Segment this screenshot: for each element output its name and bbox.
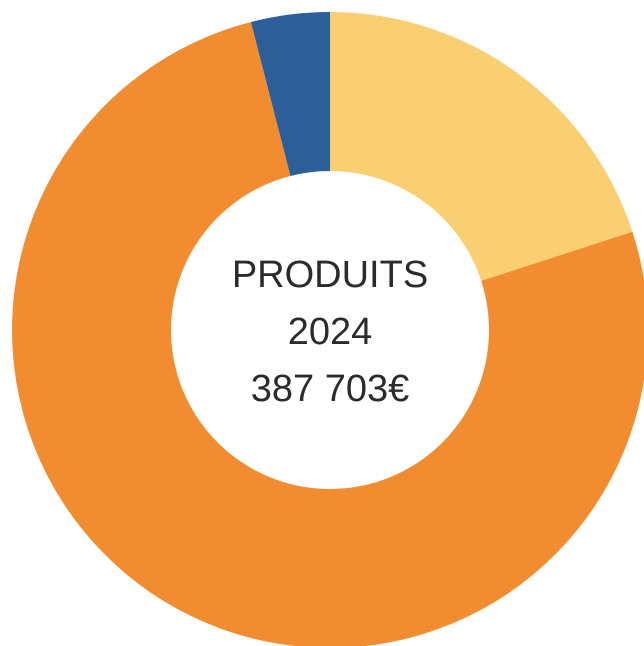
donut-slice bbox=[12, 21, 644, 646]
center-label: PRODUITS bbox=[232, 254, 428, 296]
center-label: 387 703€ bbox=[251, 368, 410, 410]
center-label: 2024 bbox=[288, 311, 373, 353]
donut-slice bbox=[330, 12, 633, 281]
donut-slice bbox=[250, 12, 330, 176]
